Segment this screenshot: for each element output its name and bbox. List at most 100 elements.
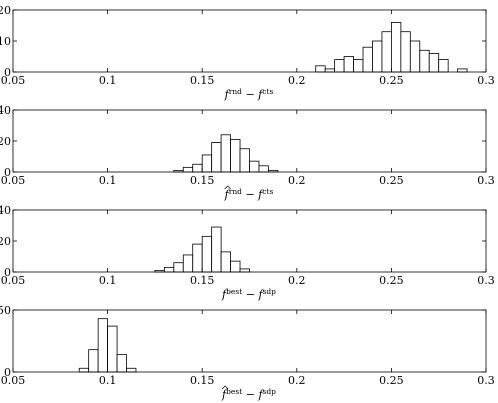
- x-tick-label: 0.15: [190, 74, 215, 87]
- histogram-bar: [239, 268, 250, 273]
- x-label-f1: f: [221, 288, 228, 301]
- histogram-bar: [211, 142, 222, 173]
- x-label-op: −: [242, 188, 258, 201]
- histogram-bar: [324, 68, 336, 73]
- x-label-sup2: cts: [262, 87, 273, 96]
- x-tick-label: 0.25: [379, 174, 404, 187]
- x-label-sup1: best: [226, 287, 242, 296]
- histogram-bar: [192, 163, 203, 173]
- histogram-bar: [182, 254, 194, 273]
- x-label-sup1: rnd: [229, 187, 242, 196]
- histogram-bar: [220, 251, 231, 273]
- histogram-bar: [419, 49, 430, 73]
- x-tick-label: 0.05: [1, 74, 26, 87]
- histogram-bar: [315, 65, 326, 73]
- histogram-bar: [438, 59, 449, 73]
- histogram-bar: [211, 226, 222, 273]
- histogram-bar: [97, 318, 108, 373]
- x-tick-label: 0.3: [477, 174, 495, 187]
- histogram-bar: [343, 56, 354, 73]
- x-axis-label: frnd − fcts: [224, 187, 274, 201]
- histogram-bar: [334, 59, 345, 73]
- x-tick-label: 0.2: [288, 174, 306, 187]
- x-tick-label: 0.2: [288, 374, 306, 387]
- x-label-sup2: cts: [262, 187, 273, 196]
- histogram-bar: [220, 134, 231, 173]
- x-axis-label: fbest − fsdp: [221, 287, 276, 301]
- y-tick-label: 0: [4, 166, 11, 179]
- histogram-bar: [381, 31, 392, 73]
- x-label-f1: f: [221, 388, 228, 401]
- histogram-bar: [116, 354, 127, 373]
- histogram-bar: [201, 154, 213, 173]
- histogram-bar: [201, 235, 213, 273]
- histogram-bar: [173, 262, 184, 273]
- x-tick-label: 0.25: [379, 274, 404, 287]
- x-label-op: −: [242, 88, 258, 101]
- x-tick-label: 0.1: [99, 374, 117, 387]
- y-tick-label: 0: [4, 66, 11, 79]
- histogram-bar: [192, 243, 203, 273]
- x-label-f2: f: [257, 88, 264, 101]
- histogram-bar: [230, 260, 241, 273]
- axes-box: [12, 309, 487, 373]
- histogram-bar: [258, 165, 269, 173]
- histogram-bar: [107, 325, 118, 373]
- x-tick-label: 0.2: [288, 74, 306, 87]
- x-label-op: −: [242, 288, 258, 301]
- axes-box: [12, 209, 487, 273]
- x-tick-label: 0.15: [190, 174, 215, 187]
- x-label-hat: [221, 385, 229, 390]
- x-tick-label: 0.25: [379, 374, 404, 387]
- x-tick-label: 0.3: [477, 274, 495, 287]
- y-tick-label: 50: [0, 304, 11, 317]
- histogram-bar: [88, 349, 99, 373]
- histogram-bar: [409, 40, 421, 73]
- x-tick-label: 0.3: [477, 374, 495, 387]
- x-label-hat: [224, 185, 231, 190]
- y-tick-label: 40: [0, 204, 11, 217]
- histogram-bar: [353, 59, 364, 73]
- histogram-bar: [372, 40, 383, 73]
- x-axis-label: fbest − fsdp: [221, 387, 276, 401]
- y-tick-label: 0: [4, 266, 11, 279]
- y-tick-label: 20: [0, 4, 11, 17]
- x-tick-label: 0.05: [1, 374, 26, 387]
- x-label-op: −: [242, 388, 258, 401]
- x-tick-label: 0.15: [190, 374, 215, 387]
- x-label-f1: f: [224, 88, 231, 101]
- histogram-bar: [457, 68, 468, 73]
- histogram-bar: [239, 148, 250, 173]
- histogram-bar: [126, 367, 137, 373]
- x-tick-label: 0.05: [1, 274, 26, 287]
- x-tick-label: 0.25: [379, 74, 404, 87]
- histogram-bar: [230, 139, 241, 173]
- x-label-f1: f: [224, 188, 231, 201]
- y-tick-label: 10: [0, 35, 11, 48]
- x-tick-label: 0.2: [288, 274, 306, 287]
- histogram-bar: [400, 31, 411, 73]
- histogram-bar: [249, 160, 260, 173]
- histogram-bar: [390, 21, 402, 73]
- histogram-bar: [182, 166, 194, 173]
- x-tick-label: 0.1: [99, 274, 117, 287]
- x-tick-label: 0.15: [190, 274, 215, 287]
- x-label-sup2: sdp: [263, 287, 277, 296]
- x-tick-label: 0.1: [99, 74, 117, 87]
- x-label-sup2: sdp: [263, 387, 277, 396]
- histogram-bar: [78, 367, 90, 373]
- y-tick-label: 20: [0, 235, 11, 248]
- y-tick-label: 20: [0, 135, 11, 148]
- x-label-f2: f: [257, 288, 264, 301]
- y-tick-label: 0: [4, 366, 11, 379]
- y-tick-label: 40: [0, 104, 11, 117]
- x-tick-label: 0.05: [1, 174, 26, 187]
- x-axis-label: frnd − fcts: [224, 87, 274, 101]
- histogram-bar: [163, 266, 175, 273]
- x-label-f2: f: [257, 188, 264, 201]
- x-label-sup1: rnd: [229, 87, 242, 96]
